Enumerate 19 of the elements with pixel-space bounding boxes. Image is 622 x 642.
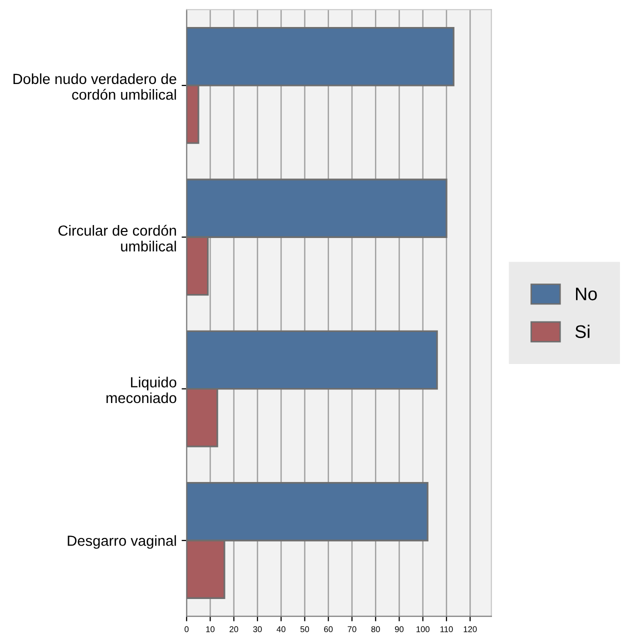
x-tick-label: 20 <box>230 626 238 632</box>
y-tick-label: Liquido meconiado <box>106 376 176 404</box>
legend-label: No <box>576 288 597 300</box>
x-tick-label: 0 <box>184 626 189 632</box>
x-tick-label: 30 <box>253 626 262 632</box>
x-tick-label: 80 <box>371 626 380 632</box>
x-tick-label: 50 <box>300 626 310 632</box>
x-tick-label: 10 <box>206 626 215 632</box>
x-tick-label: 40 <box>276 626 286 632</box>
y-tick-label: Desgarro vaginal <box>68 535 176 549</box>
legend-label: Si <box>575 324 590 338</box>
y-tick-label: Circular de cordón umbilical <box>58 224 176 252</box>
x-tick-label: 120 <box>464 626 477 632</box>
x-tick-label: 70 <box>348 626 356 632</box>
x-tick-label: 90 <box>394 626 404 632</box>
x-tick-label: 110 <box>440 626 453 632</box>
x-tick-label: 100 <box>416 626 430 632</box>
x-tick-label: 60 <box>324 626 333 632</box>
y-tick-label: Doble nudo verdadero de cordón umbilical <box>14 73 176 100</box>
